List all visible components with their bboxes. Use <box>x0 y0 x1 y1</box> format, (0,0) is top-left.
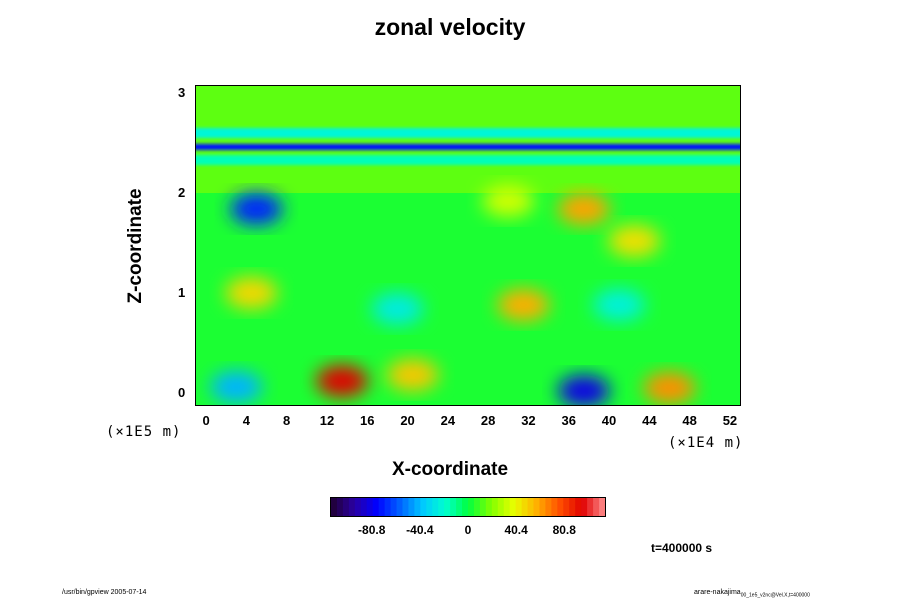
y-tick-label: 2 <box>178 185 186 200</box>
colorbar-swatch <box>384 498 392 516</box>
y-scale-label: (×1E5 m) <box>106 424 182 440</box>
velocity-cell <box>210 371 263 403</box>
colorbar-swatch <box>509 498 517 516</box>
colorbar-swatch <box>468 498 475 516</box>
velocity-cell <box>643 372 696 404</box>
colorbar-swatch <box>444 498 451 516</box>
colorbar-swatch <box>521 498 529 516</box>
plot-area <box>195 85 741 406</box>
velocity-cell <box>371 293 424 325</box>
colorbar-swatch <box>336 498 344 516</box>
colorbar-swatch <box>354 498 362 516</box>
colorbar-swatch <box>599 498 605 516</box>
colorbar-swatch <box>485 498 493 516</box>
colorbar-swatch <box>527 498 535 516</box>
x-tick-label: 12 <box>319 413 335 428</box>
colorbar-swatch <box>515 498 523 516</box>
velocity-cell <box>482 185 535 217</box>
y-tick-label: 3 <box>178 85 186 100</box>
footer-author: arare-nakajima00_1e5_v2nc@Vel.X,t=400000 <box>694 589 810 599</box>
y-tick-label: 1 <box>178 285 186 300</box>
x-tick-label: 4 <box>242 413 250 428</box>
colorbar-swatch <box>587 498 594 516</box>
colorbar-swatch <box>331 498 338 516</box>
x-tick-label: 40 <box>601 413 617 428</box>
colorbar-swatch <box>360 498 368 516</box>
colorbar-swatch <box>342 498 350 516</box>
colorbar-swatch <box>569 498 576 516</box>
colorbar-swatch <box>545 498 552 516</box>
x-tick-label: 8 <box>283 413 291 428</box>
colorbar <box>330 497 606 517</box>
colorbar-swatch <box>473 498 481 516</box>
x-axis-label: X-coordinate <box>391 459 509 480</box>
x-tick-label: 28 <box>480 413 496 428</box>
colorbar-swatch <box>581 498 588 516</box>
colorbar-swatch <box>551 498 558 516</box>
jet-band <box>196 144 740 150</box>
x-tick-label: 44 <box>642 413 657 428</box>
colorbar-swatch <box>396 498 404 516</box>
colorbar-swatch <box>462 498 469 516</box>
velocity-cell <box>386 359 439 391</box>
colorbar-swatch <box>366 498 374 516</box>
x-tick-label: 0 <box>202 413 210 428</box>
colorbar-tick-label: 40.4 <box>504 523 528 537</box>
chart-title: zonal velocity <box>374 14 526 40</box>
colorbar-swatch <box>372 498 380 516</box>
colorbar-swatch <box>479 498 487 516</box>
velocity-cell <box>557 375 610 405</box>
footer-command: /usr/bin/gpview 2005-07-14 <box>62 589 147 596</box>
colorbar-swatch <box>408 498 415 516</box>
colorbar-swatch <box>575 498 582 516</box>
colorbar-swatch <box>426 498 433 516</box>
velocity-cell <box>497 289 550 321</box>
colorbar-swatch <box>450 498 457 516</box>
velocity-cell <box>608 225 661 257</box>
colorbar-swatch <box>390 498 398 516</box>
jet-band <box>196 155 740 165</box>
velocity-cell <box>316 365 369 397</box>
velocity-cell <box>230 193 283 225</box>
colorbar-swatch <box>497 498 505 516</box>
colorbar-swatch <box>414 498 421 516</box>
colorbar-swatch <box>402 498 410 516</box>
colorbar-swatch <box>563 498 570 516</box>
colorbar-swatch <box>432 498 439 516</box>
colorbar-tick-label: -40.4 <box>406 523 434 537</box>
colorbar-swatch <box>533 498 541 516</box>
colorbar-swatch <box>378 498 386 516</box>
velocity-cell <box>557 193 610 225</box>
heatmap-field <box>196 86 740 405</box>
colorbar-tick-label: 0 <box>464 523 472 537</box>
colorbar-swatch <box>539 498 547 516</box>
upper-layer <box>196 86 740 193</box>
colorbar-swatch <box>593 498 600 516</box>
x-tick-label: 16 <box>360 413 375 428</box>
velocity-cell <box>225 277 278 309</box>
y-tick-label: 0 <box>178 385 186 400</box>
colorbar-swatch <box>420 498 427 516</box>
colorbar-swatch <box>503 498 511 516</box>
x-tick-label: 24 <box>440 413 456 428</box>
jet-band <box>196 128 740 138</box>
x-tick-label: 48 <box>682 413 697 428</box>
x-tick-label: 36 <box>561 413 576 428</box>
colorbar-swatch <box>348 498 356 516</box>
colorbar-swatch <box>438 498 445 516</box>
colorbar-tick-label: 80.8 <box>552 523 576 537</box>
colorbar-swatch <box>557 498 564 516</box>
colorbar-tick-label: -80.8 <box>358 523 386 537</box>
colorbar-swatch <box>491 498 499 516</box>
time-label: t=400000 s <box>651 541 713 555</box>
x-tick-label: 52 <box>722 413 738 428</box>
x-tick-label: 32 <box>521 413 536 428</box>
colorbar-swatch <box>456 498 463 516</box>
velocity-cell <box>593 289 646 321</box>
x-scale-label: (×1E4 m) <box>668 435 744 451</box>
x-tick-label: 20 <box>400 413 415 428</box>
